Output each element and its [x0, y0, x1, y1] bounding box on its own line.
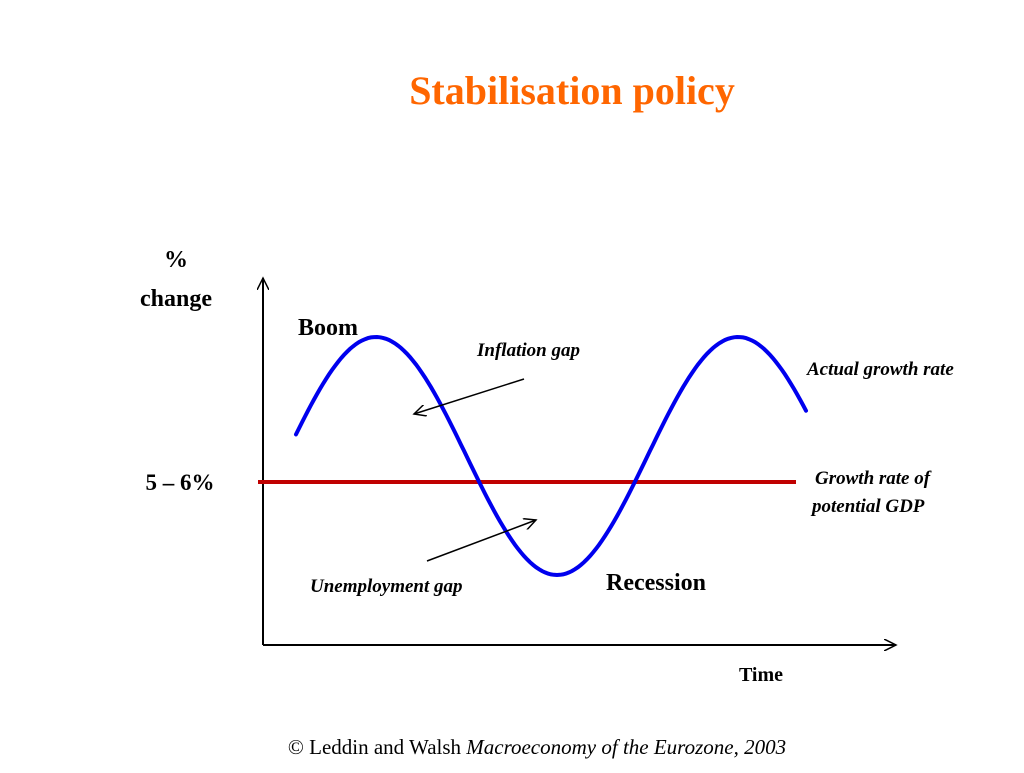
slide-title: Stabilisation policy [409, 68, 735, 113]
y-axis-label-change: change [140, 286, 212, 312]
unemployment-gap-arrow [426, 520, 536, 562]
recession-label: Recession [606, 570, 706, 596]
potential-growth-label-line2: potential GDP [810, 496, 925, 517]
footer-citation-plain: © Leddin and Walsh [288, 735, 466, 759]
boom-label: Boom [298, 315, 358, 341]
inflation-gap-label: Inflation gap [476, 340, 580, 361]
actual-growth-curve [294, 334, 808, 578]
potential-growth-label-line1: Growth rate of [815, 468, 932, 489]
footer-citation: © Leddin and Walsh Macroeconomy of the E… [288, 735, 786, 759]
y-axis-label-percent: % [164, 247, 188, 273]
potential-level-label: 5 – 6% [146, 470, 215, 495]
inflation-gap-arrow [414, 378, 525, 414]
unemployment-gap-label: Unemployment gap [310, 576, 463, 597]
x-axis-label: Time [739, 664, 783, 686]
footer-citation-italic: Macroeconomy of the Eurozone, 2003 [465, 735, 786, 759]
actual-growth-label: Actual growth rate [806, 359, 954, 380]
